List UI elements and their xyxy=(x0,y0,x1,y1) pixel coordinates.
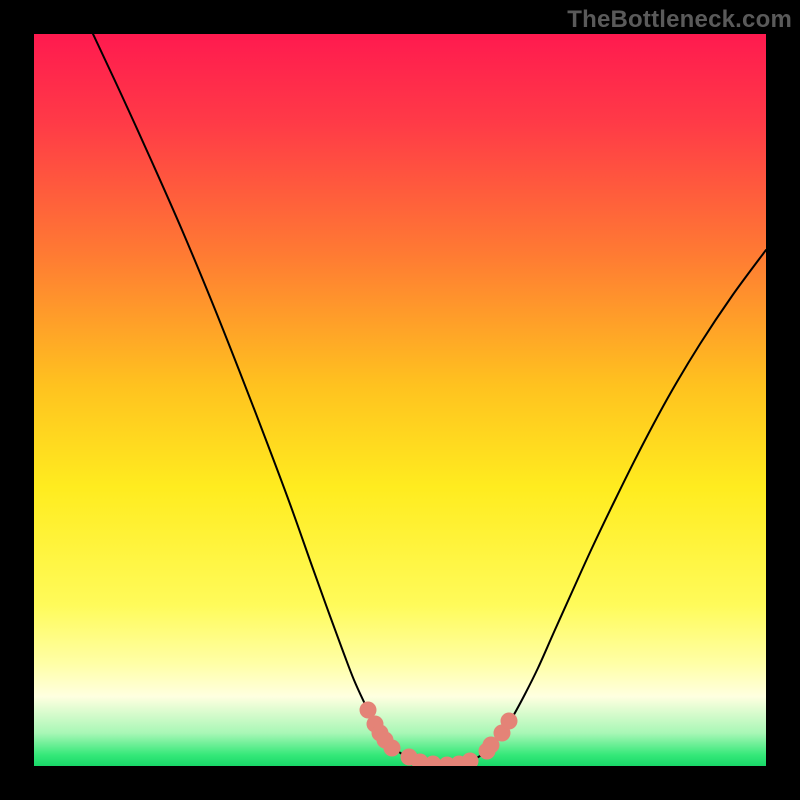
curve-marker xyxy=(384,740,401,757)
watermark-text: TheBottleneck.com xyxy=(567,6,792,34)
curve-marker xyxy=(501,713,518,730)
chart-frame: TheBottleneck.com xyxy=(0,0,800,800)
bottleneck-chart xyxy=(0,0,800,800)
